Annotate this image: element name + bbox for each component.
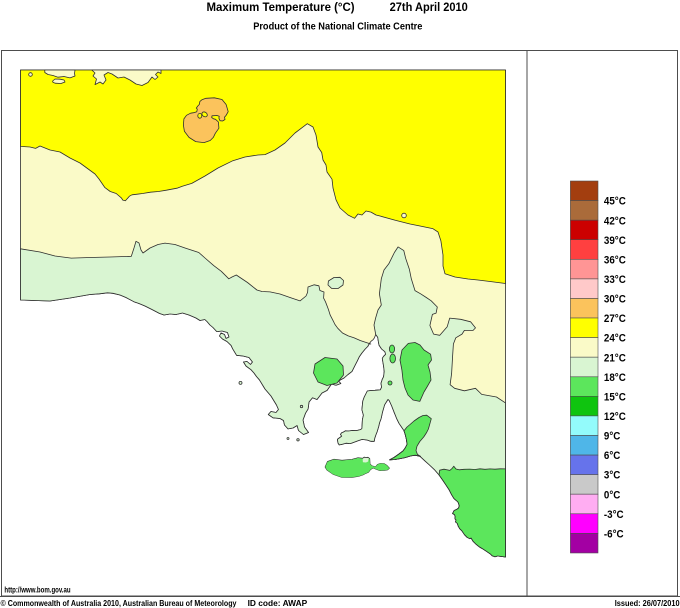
svg-text:Issued: 26/07/2010: Issued: 26/07/2010 <box>615 599 680 608</box>
svg-text:39°C: 39°C <box>604 235 626 247</box>
svg-text:http://www.bom.gov.au: http://www.bom.gov.au <box>4 585 70 594</box>
svg-text:9°C: 9°C <box>604 431 620 443</box>
svg-text:6°C: 6°C <box>604 450 620 462</box>
svg-text:27th April 2010: 27th April 2010 <box>390 0 468 14</box>
svg-text:27°C: 27°C <box>604 313 626 325</box>
svg-text:12°C: 12°C <box>604 411 626 423</box>
svg-text:0°C: 0°C <box>604 489 620 501</box>
svg-text:45°C: 45°C <box>604 196 626 208</box>
svg-text:15°C: 15°C <box>604 391 626 403</box>
svg-text:ID code: AWAP: ID code: AWAP <box>248 599 308 608</box>
svg-text:© Commonwealth of Australia 20: © Commonwealth of Australia 2010, Austra… <box>1 599 238 608</box>
svg-text:21°C: 21°C <box>604 352 626 364</box>
svg-text:33°C: 33°C <box>604 274 626 286</box>
svg-text:Product of the National Climat: Product of the National Climate Centre <box>253 21 422 33</box>
svg-text:18°C: 18°C <box>604 372 626 384</box>
svg-text:30°C: 30°C <box>604 294 626 306</box>
svg-text:3°C: 3°C <box>604 470 620 482</box>
svg-text:24°C: 24°C <box>604 333 626 345</box>
svg-text:42°C: 42°C <box>604 215 626 227</box>
svg-text:-3°C: -3°C <box>604 509 624 521</box>
svg-text:-6°C: -6°C <box>604 529 624 541</box>
svg-text:Maximum Temperature (°C): Maximum Temperature (°C) <box>207 0 355 14</box>
svg-text:36°C: 36°C <box>604 254 626 266</box>
